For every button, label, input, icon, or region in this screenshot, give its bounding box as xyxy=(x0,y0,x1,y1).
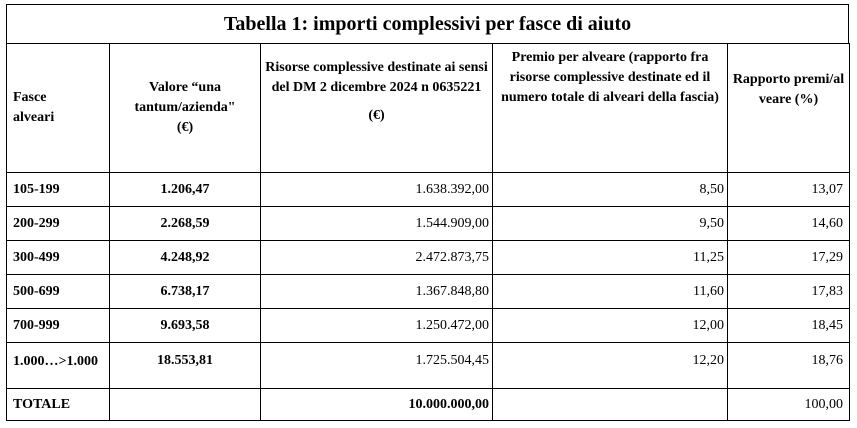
cell-fascia: 300-499 xyxy=(6,240,110,275)
table-row: 700-999 9.693,58 1.250.472,00 12,00 18,4… xyxy=(6,308,850,343)
table-row: 1.000…>1.000 18.553,81 1.725.504,45 12,2… xyxy=(6,342,850,389)
cell-valore: 2.268,59 xyxy=(109,206,261,241)
cell-premio: 9,50 xyxy=(492,206,728,241)
cell-premio: 11,60 xyxy=(492,274,728,309)
cell-premio: 12,00 xyxy=(492,308,728,343)
header-valore: Valore “una tantum/azienda" (€) xyxy=(109,43,261,173)
table-row: 500-699 6.738,17 1.367.848,80 11,60 17,8… xyxy=(6,274,850,309)
table-row: 200-299 2.268,59 1.544.909,00 9,50 14,60 xyxy=(6,206,850,241)
cell-valore: 1.206,47 xyxy=(109,172,261,207)
header-row: Fasce alveari Valore “una tantum/azienda… xyxy=(6,43,850,173)
total-premio-empty xyxy=(492,388,728,421)
cell-risorse: 1.544.909,00 xyxy=(260,206,493,241)
table-row: 300-499 4.248,92 2.472.873,75 11,25 17,2… xyxy=(6,240,850,275)
cell-risorse: 1.638.392,00 xyxy=(260,172,493,207)
header-rapporto: Rapporto premi/alveare (%) xyxy=(727,43,850,173)
cell-risorse: 1.367.848,80 xyxy=(260,274,493,309)
cell-rapporto: 17,83 xyxy=(727,274,850,309)
cell-valore: 9.693,58 xyxy=(109,308,261,343)
cell-rapporto: 18,76 xyxy=(727,342,850,389)
cell-fascia: 700-999 xyxy=(6,308,110,343)
cell-risorse: 2.472.873,75 xyxy=(260,240,493,275)
header-fasce: Fasce alveari xyxy=(6,43,110,173)
cell-premio: 8,50 xyxy=(492,172,728,207)
cell-risorse: 1.725.504,45 xyxy=(260,342,493,389)
cell-fascia: 105-199 xyxy=(6,172,110,207)
cell-fascia: 200-299 xyxy=(6,206,110,241)
total-row: TOTALE 10.000.000,00 100,00 xyxy=(6,388,850,421)
total-label: TOTALE xyxy=(6,388,110,421)
cell-premio: 12,20 xyxy=(492,342,728,389)
header-risorse: Risorse complessive destinate ai sensi d… xyxy=(260,43,493,173)
table-row: 105-199 1.206,47 1.638.392,00 8,50 13,07 xyxy=(6,172,850,207)
total-rapporto: 100,00 xyxy=(727,388,850,421)
cell-valore: 6.738,17 xyxy=(109,274,261,309)
table-title: Tabella 1: importi complessivi per fasce… xyxy=(6,4,849,44)
total-valore-empty xyxy=(109,388,261,421)
total-risorse: 10.000.000,00 xyxy=(260,388,493,421)
cell-rapporto: 13,07 xyxy=(727,172,850,207)
cell-premio: 11,25 xyxy=(492,240,728,275)
cell-rapporto: 18,45 xyxy=(727,308,850,343)
cell-valore: 4.248,92 xyxy=(109,240,261,275)
cell-fascia: 500-699 xyxy=(6,274,110,309)
data-table: Fasce alveari Valore “una tantum/azienda… xyxy=(6,43,850,421)
cell-rapporto: 17,29 xyxy=(727,240,850,275)
cell-valore: 18.553,81 xyxy=(109,342,261,389)
cell-fascia: 1.000…>1.000 xyxy=(6,342,110,389)
cell-risorse: 1.250.472,00 xyxy=(260,308,493,343)
header-premio: Premio per alveare (rapporto fra risorse… xyxy=(492,43,728,173)
cell-rapporto: 14,60 xyxy=(727,206,850,241)
